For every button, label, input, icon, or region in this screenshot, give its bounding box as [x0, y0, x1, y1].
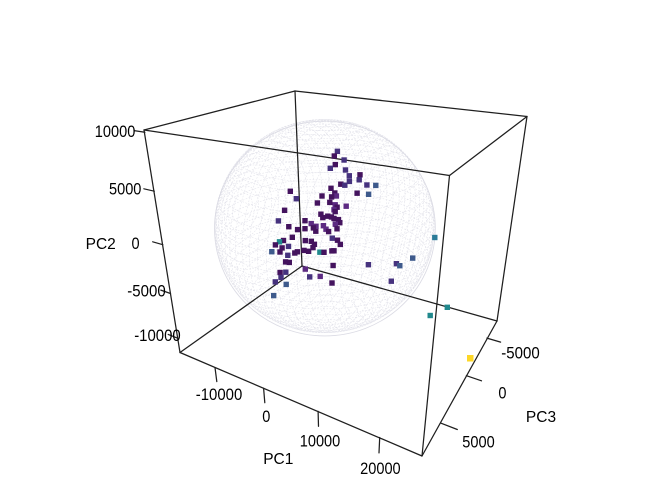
svg-text:PC1: PC1 [263, 451, 293, 468]
svg-text:5000: 5000 [109, 179, 141, 198]
svg-text:0: 0 [262, 407, 270, 426]
svg-text:0: 0 [132, 234, 140, 253]
svg-text:-10000: -10000 [134, 326, 181, 345]
svg-text:10000: 10000 [300, 431, 341, 450]
svg-text:-5000: -5000 [127, 282, 165, 301]
svg-text:0: 0 [498, 383, 506, 402]
svg-text:10000: 10000 [95, 122, 136, 141]
svg-text:PC3: PC3 [526, 409, 556, 426]
svg-text:20000: 20000 [360, 459, 401, 478]
svg-text:-10000: -10000 [196, 385, 243, 404]
svg-text:5000: 5000 [462, 432, 494, 451]
svg-text:-5000: -5000 [501, 343, 539, 362]
svg-text:PC2: PC2 [86, 236, 116, 253]
